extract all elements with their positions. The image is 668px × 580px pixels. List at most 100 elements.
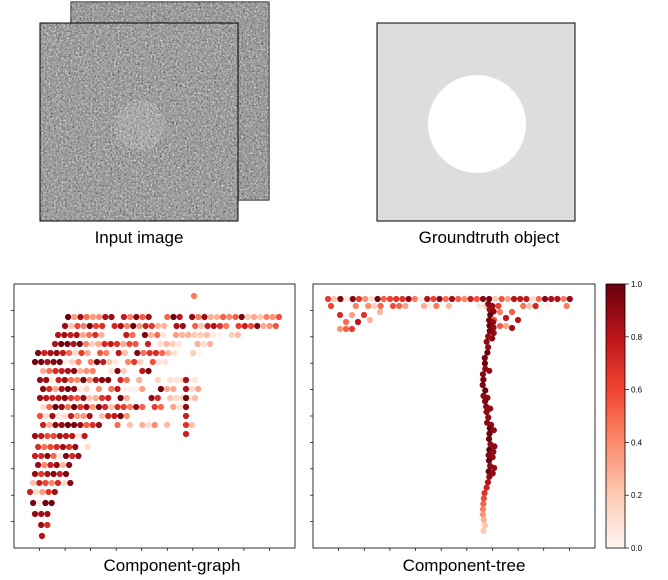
graph-point <box>61 376 68 384</box>
graph-point <box>213 313 220 321</box>
graph-point <box>114 421 121 429</box>
graph-point <box>78 349 85 357</box>
graph-point <box>41 461 48 469</box>
graph-point <box>42 499 49 507</box>
graph-point <box>53 461 60 469</box>
graph-point <box>142 322 149 330</box>
graph-point <box>44 521 51 529</box>
graph-point <box>151 421 158 429</box>
graph-point <box>58 367 65 375</box>
tree-point <box>461 295 468 303</box>
graph-point <box>155 358 163 366</box>
graph-point <box>61 412 68 420</box>
tree-point <box>508 324 516 332</box>
graph-point <box>84 443 91 451</box>
graph-point <box>80 376 87 384</box>
graph-point <box>83 385 90 393</box>
graph-point <box>107 340 114 348</box>
caption-component-tree: Component-tree <box>402 556 526 575</box>
graph-point <box>191 376 199 384</box>
tree-point <box>467 295 474 303</box>
tree-point <box>486 367 493 374</box>
graph-point <box>89 367 96 375</box>
tree-point <box>374 295 381 303</box>
tree-point <box>502 322 510 330</box>
graph-point <box>137 358 144 366</box>
graph-point <box>80 394 87 402</box>
graph-point <box>169 340 176 348</box>
graph-point <box>56 470 63 478</box>
graph-point <box>53 349 60 357</box>
graph-point <box>102 403 109 411</box>
graph-point <box>55 376 62 384</box>
graph-point <box>189 313 196 321</box>
graph-point <box>71 313 78 321</box>
graph-point <box>44 432 51 440</box>
graph-point <box>87 358 94 366</box>
graph-point <box>117 394 124 402</box>
tree-point <box>377 302 384 310</box>
graph-point <box>206 340 214 348</box>
graph-point <box>86 412 93 420</box>
graph-point <box>86 322 93 330</box>
graph-point <box>139 421 146 429</box>
graph-point <box>43 394 50 402</box>
tree-point <box>486 473 493 480</box>
graph-point <box>49 394 56 402</box>
graph-point <box>194 340 201 348</box>
tree-point <box>342 318 350 326</box>
graph-point <box>188 385 195 393</box>
tree-point <box>510 295 518 303</box>
graph-point <box>195 313 202 321</box>
graph-point <box>75 452 82 460</box>
tree-point <box>343 295 350 303</box>
tree-point <box>336 325 344 333</box>
tree-point <box>480 527 487 534</box>
tree-point <box>482 387 489 394</box>
graph-point <box>74 376 81 384</box>
graph-point <box>216 331 223 339</box>
graph-point <box>102 313 109 321</box>
graph-point <box>247 322 255 330</box>
graph-point <box>198 322 205 330</box>
graph-point <box>204 322 211 330</box>
graph-point <box>108 385 115 393</box>
graph-point <box>241 322 248 330</box>
graph-point <box>275 313 282 321</box>
graph-point <box>123 322 131 330</box>
tree-point <box>442 295 449 303</box>
graph-point <box>108 367 115 375</box>
tree-point <box>366 316 374 324</box>
groundtruth-disk <box>428 75 526 173</box>
graph-point <box>38 432 45 440</box>
graph-point <box>39 488 46 496</box>
tree-point <box>491 443 498 450</box>
graph-point <box>162 358 169 366</box>
graph-point <box>136 322 143 330</box>
graph-point <box>65 313 72 321</box>
graph-point <box>165 349 172 357</box>
graph-point <box>50 452 57 460</box>
graph-point <box>50 432 57 440</box>
graph-point <box>120 367 127 375</box>
tree-point <box>489 335 496 342</box>
graph-point <box>254 322 261 330</box>
tree-point <box>486 430 493 437</box>
tree-point <box>482 398 489 405</box>
graph-point <box>38 470 45 478</box>
graph-point <box>41 443 48 451</box>
tree-point <box>523 295 530 303</box>
graph-point <box>92 331 99 339</box>
tree-point <box>405 295 412 303</box>
graph-point <box>29 479 37 487</box>
graph-point <box>157 340 164 348</box>
caption-groundtruth-object: Groundtruth object <box>418 228 560 247</box>
graph-point <box>133 385 140 393</box>
graph-point <box>173 394 180 402</box>
graph-point <box>50 470 57 478</box>
tree-point <box>484 349 491 356</box>
tree-point <box>481 489 488 497</box>
graph-point <box>36 412 44 420</box>
colorbar-tick-label: 0.6 <box>631 386 643 395</box>
